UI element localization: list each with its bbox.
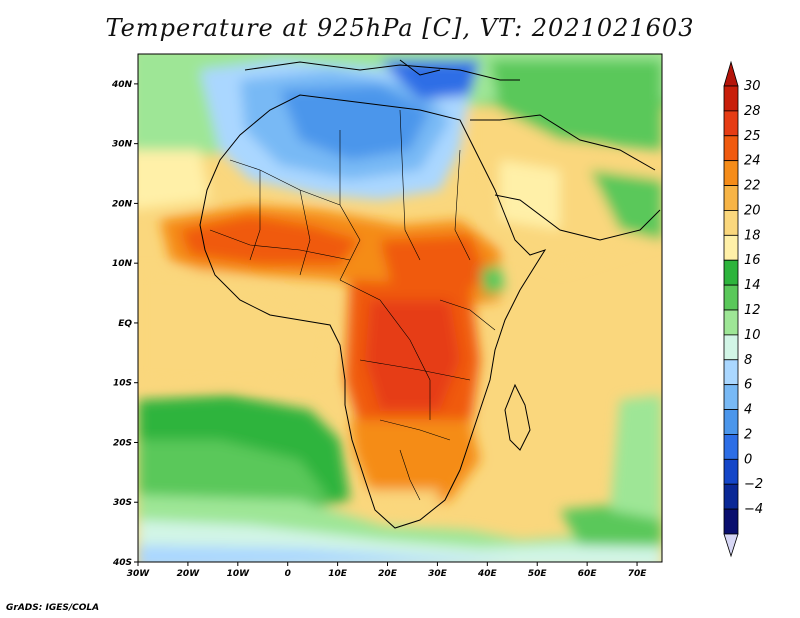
coastlines bbox=[199, 59, 661, 529]
colorbar-swatch bbox=[723, 384, 739, 410]
colorbar-label: −4 bbox=[744, 502, 763, 517]
colorbar-swatch bbox=[723, 284, 739, 311]
colorbar-label: 20 bbox=[744, 203, 761, 218]
temperature-field bbox=[138, 54, 662, 562]
y-axis: 40N 30N 20N 10N EQ 10S 20S 30S 40S bbox=[111, 80, 138, 568]
x-tick-label: 0 bbox=[285, 569, 291, 579]
y-tick-label: 40S bbox=[112, 558, 132, 568]
colorbar-label: 28 bbox=[744, 104, 761, 119]
colorbar-label: 12 bbox=[744, 303, 761, 318]
colorbar-label: 2 bbox=[744, 427, 752, 442]
colorbar-label: 0 bbox=[744, 452, 752, 467]
y-tick-label: 10S bbox=[113, 379, 132, 389]
x-tick-label: 20W bbox=[177, 569, 201, 579]
colorbar-swatch bbox=[723, 458, 739, 485]
map-frame bbox=[137, 53, 663, 563]
y-tick-label: 20S bbox=[113, 438, 132, 448]
colorbar-label: 8 bbox=[744, 353, 752, 368]
colorbar-swatch bbox=[723, 185, 739, 211]
colorbar-label: 24 bbox=[744, 154, 761, 169]
colorbar-swatch bbox=[723, 210, 739, 236]
colorbar-max-arrow bbox=[723, 60, 739, 87]
colorbar-label: 18 bbox=[744, 228, 761, 243]
x-tick-label: 70E bbox=[628, 569, 648, 579]
colorbar-swatch bbox=[723, 508, 739, 535]
colorbar-min-arrow bbox=[723, 533, 739, 558]
colorbar-swatch bbox=[723, 334, 739, 361]
x-tick-label: 20E bbox=[378, 569, 398, 579]
colorbar-swatch bbox=[723, 434, 739, 460]
colorbar-swatch bbox=[723, 234, 739, 261]
colorbar-label: 22 bbox=[744, 179, 761, 194]
y-tick-label: 10N bbox=[112, 259, 133, 269]
colorbar-label: 16 bbox=[744, 253, 761, 268]
y-tick-label: 30N bbox=[112, 140, 133, 150]
x-tick-label: 10E bbox=[328, 569, 348, 579]
colorbar-swatch bbox=[723, 135, 739, 162]
colorbar-label: 30 bbox=[744, 79, 761, 94]
country-borders bbox=[209, 109, 496, 501]
y-tick-label: EQ bbox=[118, 319, 132, 329]
x-axis: 30W 20W 10W 0 10E 20E 30E 40E 50E 60E 70E bbox=[127, 562, 647, 579]
colorbar-swatch bbox=[723, 85, 739, 112]
colorbar-swatch bbox=[723, 359, 739, 386]
colorbar-label: 10 bbox=[744, 328, 761, 343]
colorbar-swatch bbox=[723, 110, 739, 137]
colorbar-label: 4 bbox=[744, 403, 752, 418]
x-tick-label: 30E bbox=[428, 569, 448, 579]
y-tick-label: 40N bbox=[111, 80, 133, 90]
colorbar-label: −2 bbox=[744, 477, 763, 492]
map-title: Temperature at 925hPa [C], VT: 202102160… bbox=[105, 14, 695, 42]
y-tick-label: 30S bbox=[113, 498, 132, 508]
y-tick-label: 20N bbox=[112, 199, 133, 209]
colorbar-swatch bbox=[723, 483, 739, 510]
x-tick-label: 50E bbox=[528, 569, 548, 579]
x-tick-label: 40E bbox=[477, 569, 498, 579]
grads-credit: GrADS: IGES/COLA bbox=[6, 603, 100, 613]
colorbar-label: 6 bbox=[744, 378, 752, 393]
colorbar-swatch bbox=[723, 309, 739, 336]
colorbar-label: 14 bbox=[744, 278, 761, 293]
colorbar-swatch bbox=[723, 160, 739, 186]
colorbar-swatch bbox=[723, 409, 739, 435]
x-tick-label: 10W bbox=[227, 569, 251, 579]
colorbar-swatch bbox=[723, 259, 739, 286]
colorbar-label: 25 bbox=[744, 129, 761, 144]
x-tick-label: 30W bbox=[127, 569, 151, 579]
x-tick-label: 60E bbox=[578, 569, 598, 579]
